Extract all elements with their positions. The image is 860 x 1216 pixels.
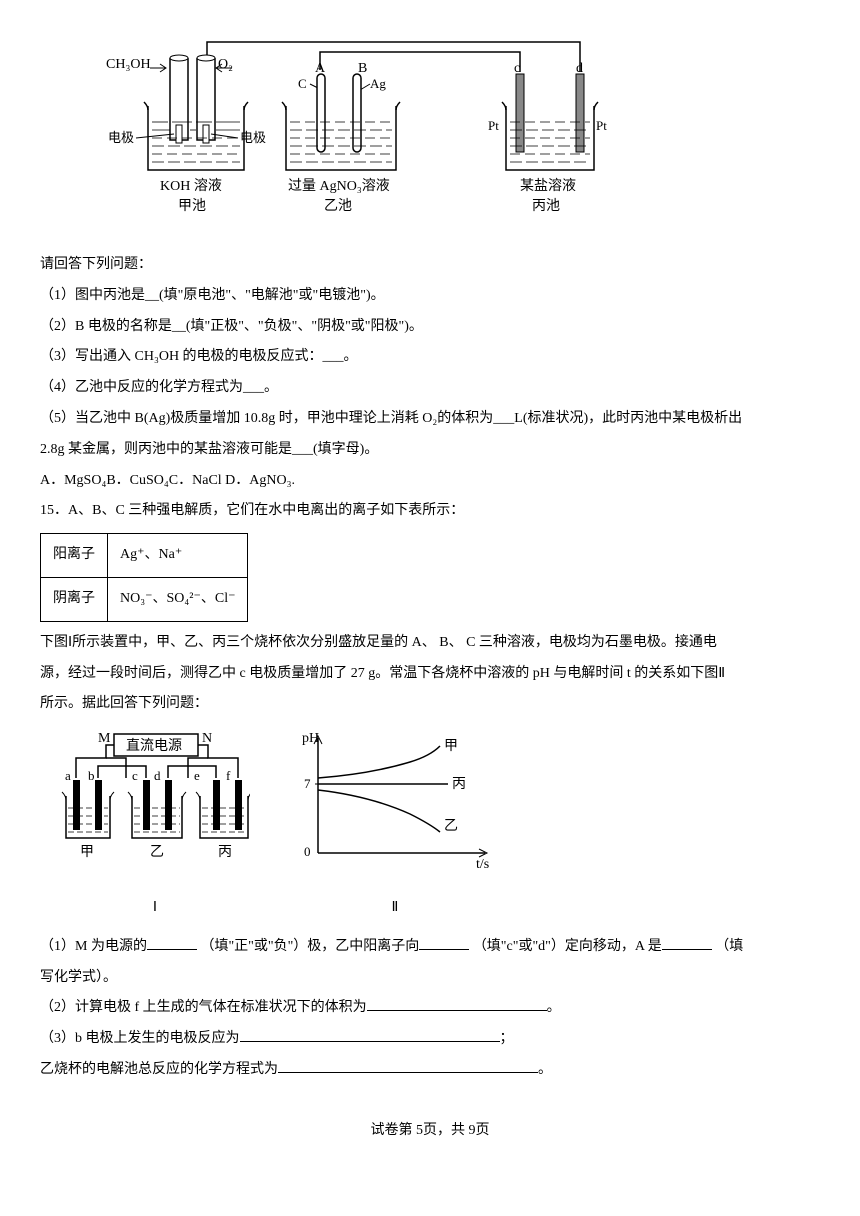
- q-intro: 请回答下列问题：: [40, 250, 820, 281]
- q2-1d: （填: [715, 939, 743, 954]
- series-yi: 乙: [444, 818, 458, 834]
- q15-body1: 下图Ⅰ所示装置中，甲、乙、丙三个烧杯依次分别盛放足量的 A、 B、 C 三种溶液…: [40, 628, 820, 659]
- q15-intro: 15．A、B、C 三种强电解质，它们在水中电离出的离子如下表所示：: [40, 496, 820, 527]
- q15-body3: 所示。据此回答下列问题：: [40, 689, 820, 720]
- q5b: 2.8g 某金属，则丙池中的某盐溶液可能是___(填字母)。: [40, 435, 820, 466]
- cup3-label: 丙: [218, 845, 232, 860]
- electrode-C-material: C: [298, 76, 307, 91]
- ion-table: 阳离子 Ag⁺、Na⁺ 阴离子 NO₃⁻、SO₄²⁻、Cl⁻: [40, 533, 248, 622]
- label-e: e: [194, 768, 200, 783]
- q2-1a: （1）M 为电源的: [40, 939, 147, 954]
- anion-label: 阴离子: [41, 577, 108, 621]
- electrode-pt-left: Pt: [488, 118, 499, 133]
- label-c: c: [132, 768, 138, 783]
- anion-values: NO₃⁻、SO₄²⁻、Cl⁻: [108, 577, 248, 621]
- q5a: （5）当乙池中 B(Ag)极质量增加 10.8g 时，甲池中理论上消耗 O₂的体…: [40, 404, 820, 435]
- electrode-Ag-material: Ag: [370, 76, 386, 91]
- series-jia: 甲: [444, 739, 458, 754]
- cell2-name: 乙池: [324, 198, 352, 214]
- dc-source-label: 直流电源: [126, 737, 182, 754]
- label-f: f: [226, 768, 231, 783]
- page-footer: 试卷第 5页，共 9页: [40, 1116, 820, 1147]
- cup1-label: 甲: [80, 845, 94, 860]
- ch3oh-label: CH₃OH: [106, 57, 151, 72]
- q2-1c: （填"c"或"d"）定向移动，A 是: [473, 939, 662, 954]
- cell3-solution: 某盐溶液: [520, 178, 576, 194]
- cation-values: Ag⁺、Na⁺: [108, 534, 248, 578]
- tick-7: 7: [304, 776, 311, 791]
- series-bing: 丙: [452, 777, 466, 792]
- terminal-M: M: [98, 731, 111, 746]
- q5-choices: A．MgSO₄B．CuSO₄C．NaCl D．AgNO₃.: [40, 466, 820, 497]
- q2-3b: ；: [500, 1031, 514, 1046]
- apparatus-diagram-2: 直流电源 M N a b c d e f: [60, 728, 250, 924]
- electrode-label-left: 电极: [108, 130, 134, 145]
- tick-0: 0: [304, 844, 311, 859]
- q3: （3）写出通入 CH₃OH 的电极的电极反应式：___。: [40, 342, 820, 373]
- ylabel: pH: [302, 731, 319, 746]
- electrode-B-label: B: [358, 61, 367, 76]
- q2-3c: 乙烧杯的电解池总反应的化学方程式为 。: [40, 1055, 820, 1086]
- electrode-pt-right: Pt: [596, 118, 607, 133]
- q2-3: （3）b 电极上发生的电极反应为 ；: [40, 1024, 820, 1055]
- apparatus-diagram-1: CH₃OH O₂ 电极 电极 KOH 溶液 甲池: [100, 30, 820, 240]
- q2-1e: 写化学式）。: [40, 963, 820, 994]
- terminal-N: N: [202, 731, 212, 746]
- q2-3c-text: 乙烧杯的电解池总反应的化学方程式为: [40, 1062, 278, 1077]
- q2-2b: 。: [547, 1000, 561, 1015]
- fig1-caption: Ⅰ: [60, 893, 250, 924]
- q2-3d: 。: [538, 1062, 552, 1077]
- q1: （1）图中丙池是__(填"原电池"、"电解池"或"电镀池")。: [40, 281, 820, 312]
- q2-1b: （填"正"或"负"）极，乙中阳离子向: [200, 939, 419, 954]
- q2-1: （1）M 为电源的 （填"正"或"负"）极，乙中阳离子向 （填"c"或"d"）定…: [40, 932, 820, 963]
- o2-label: O₂: [218, 57, 233, 72]
- label-a: a: [65, 768, 71, 783]
- label-b: b: [88, 768, 95, 783]
- cup2-label: 乙: [150, 844, 164, 860]
- diagram1-svg: CH₃OH O₂ 电极 电极 KOH 溶液 甲池: [100, 30, 660, 240]
- cell1-name: 甲池: [178, 198, 206, 214]
- q2: （2）B 电极的名称是__(填"正极"、"负极"、"阴极"或"阳极")。: [40, 312, 820, 343]
- q15-body2: 源，经过一段时间后，测得乙中 c 电极质量增加了 27 g。常温下各烧杯中溶液的…: [40, 659, 820, 690]
- label-d: d: [154, 768, 161, 783]
- cell3-name: 丙池: [532, 198, 560, 214]
- q2-2a: （2）计算电极 f 上生成的气体在标准状况下的体积为: [40, 1000, 367, 1015]
- q2-3a: （3）b 电极上发生的电极反应为: [40, 1031, 240, 1046]
- cell1-solution: KOH 溶液: [160, 178, 222, 194]
- cell2-solution: 过量 AgNO₃溶液: [288, 178, 390, 194]
- xlabel: t/s: [476, 857, 489, 872]
- q2-2: （2）计算电极 f 上生成的气体在标准状况下的体积为 。: [40, 993, 820, 1024]
- q4: （4）乙池中反应的化学方程式为___。: [40, 373, 820, 404]
- figure-row: 直流电源 M N a b c d e f: [60, 728, 820, 924]
- fig2-caption: Ⅱ: [290, 893, 500, 924]
- cation-label: 阳离子: [41, 534, 108, 578]
- ph-chart: pH t/s 7 0 甲 丙 乙 Ⅱ: [290, 728, 500, 924]
